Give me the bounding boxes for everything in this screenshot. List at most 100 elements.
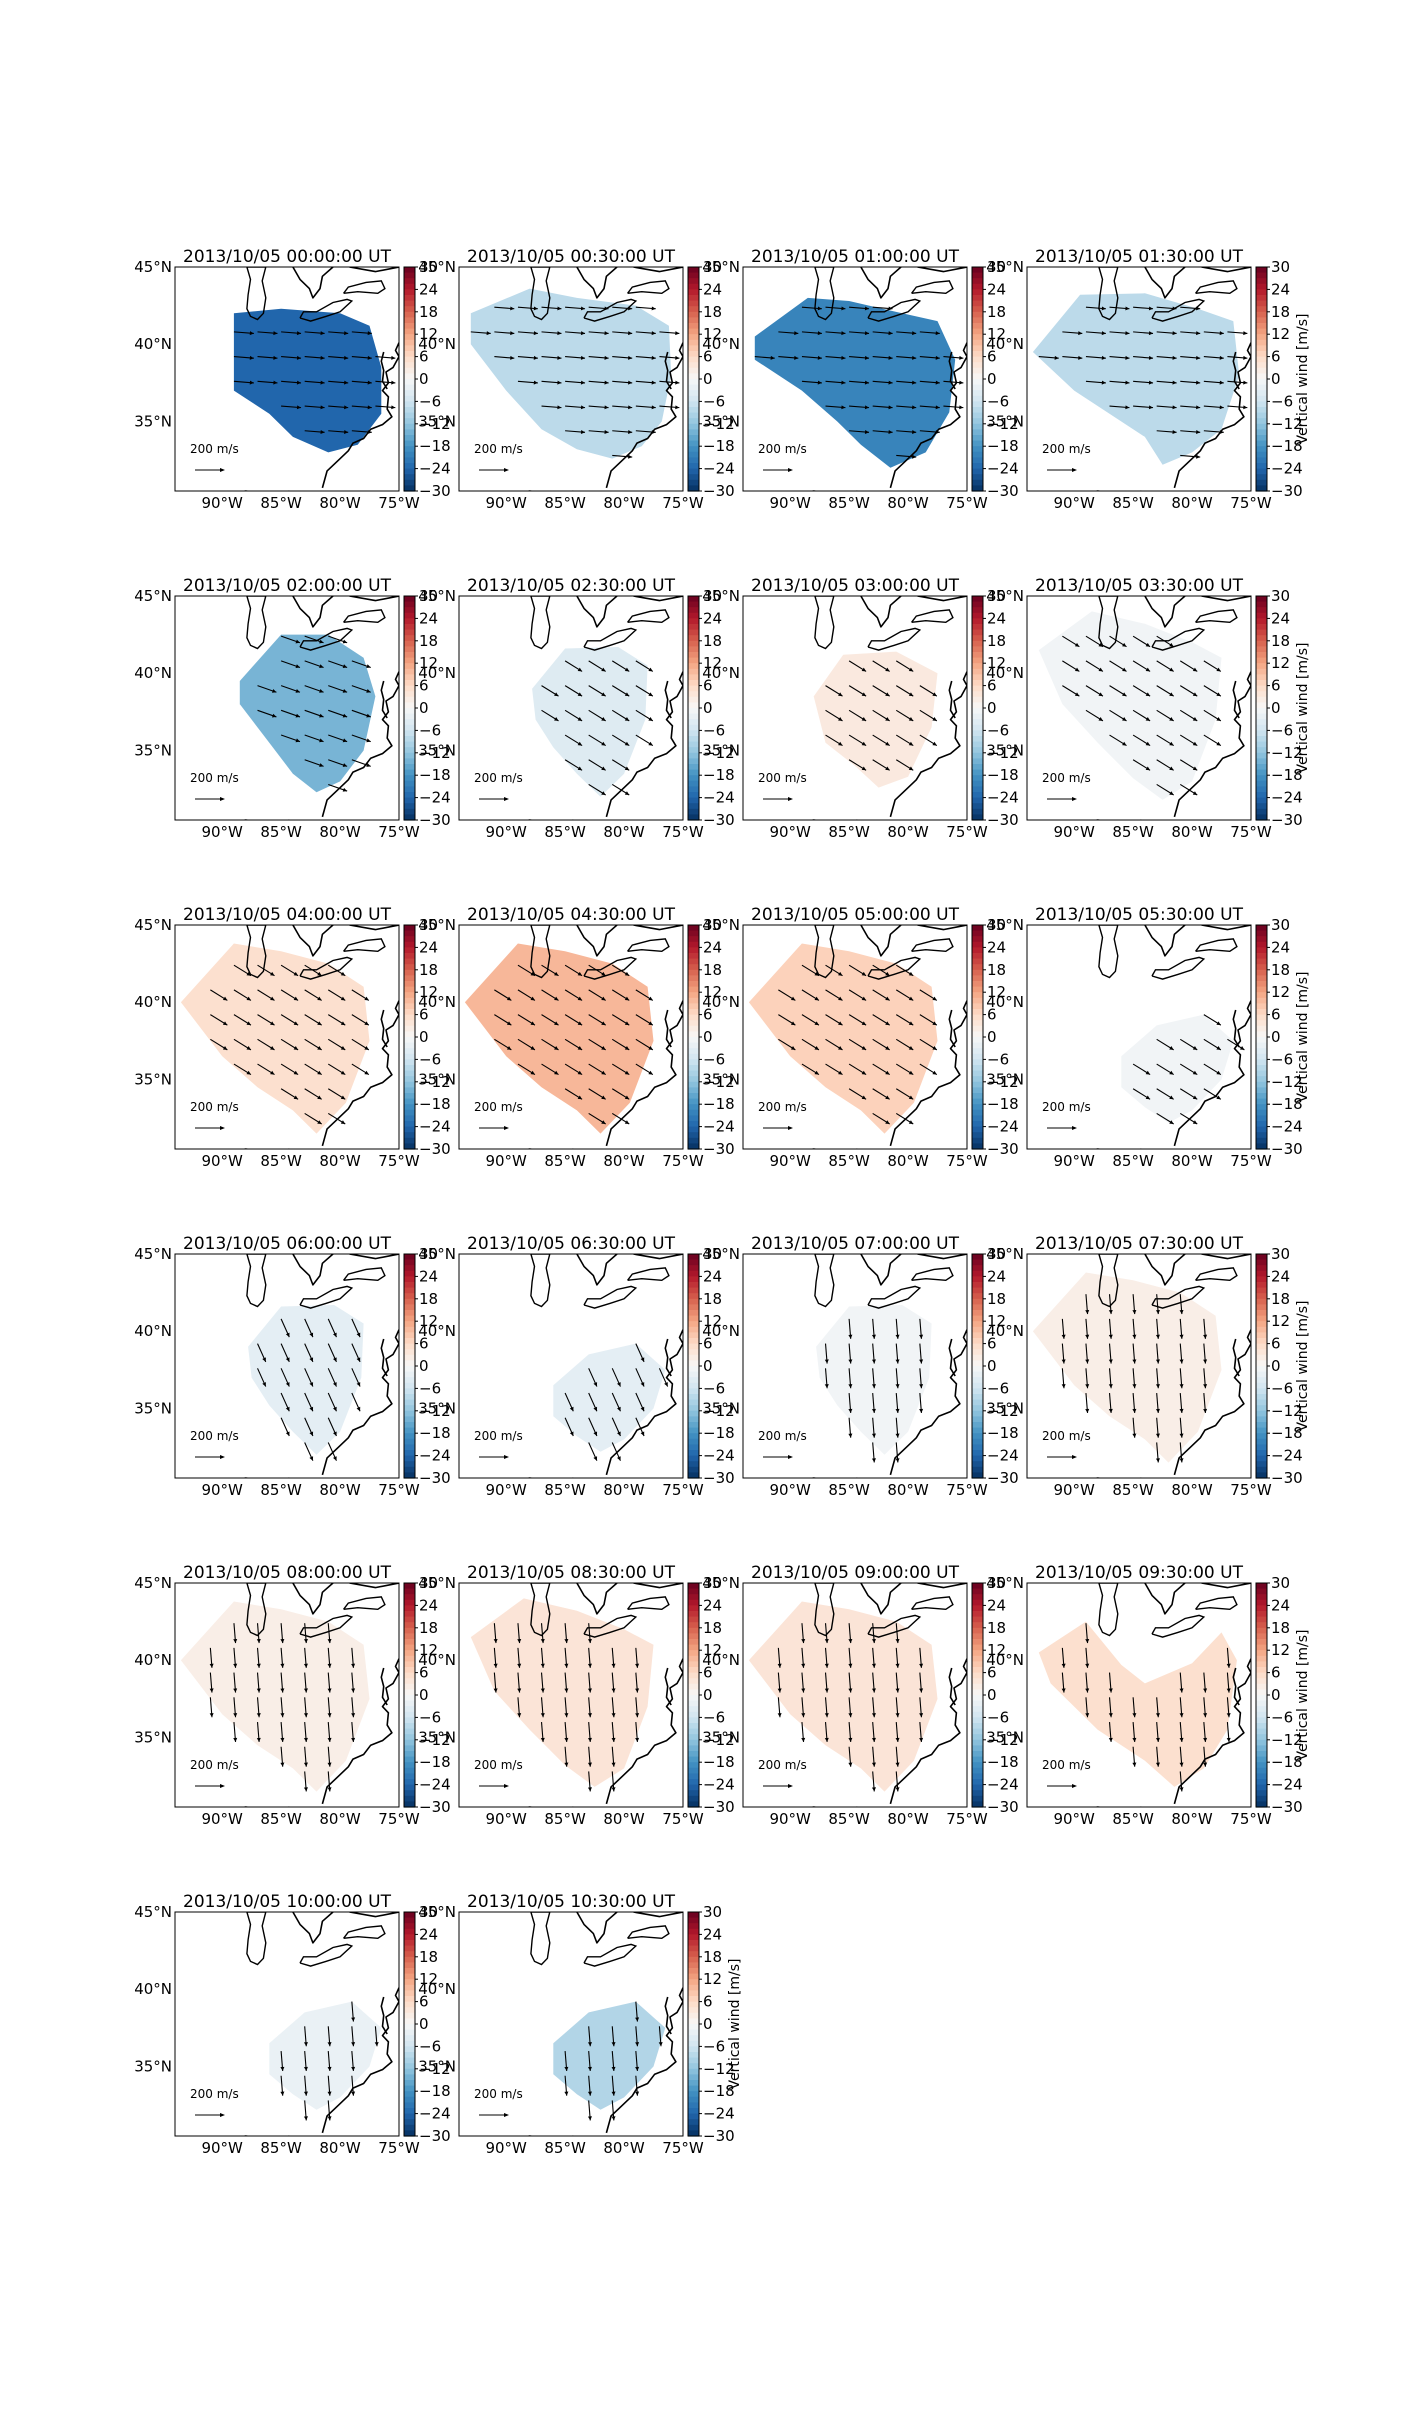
colorbar-segment bbox=[404, 1767, 415, 1774]
colorbar-segment bbox=[688, 1338, 699, 1345]
wind-arrowhead bbox=[908, 971, 914, 976]
wind-arrowhead bbox=[296, 380, 302, 385]
axes-frame bbox=[742, 595, 968, 821]
axes-frame bbox=[174, 266, 400, 492]
colorbar-segment bbox=[404, 1433, 415, 1440]
colorbar-tick-label: 30 bbox=[1271, 587, 1290, 605]
axes-frame bbox=[458, 924, 684, 1150]
colorbar-segment bbox=[688, 2063, 699, 2070]
quiver-key: 200 m/s bbox=[474, 442, 523, 472]
wind-arrowhead bbox=[861, 996, 867, 1001]
x-tick-label: 90°W bbox=[769, 1810, 811, 1828]
wind-arrowhead bbox=[517, 1713, 522, 1718]
wind-arrowhead bbox=[885, 996, 890, 1001]
colorbar-segment bbox=[972, 1472, 983, 1479]
coastline bbox=[948, 1667, 956, 1706]
colorbar-tick-label: 18 bbox=[1271, 632, 1290, 650]
wind-arrowhead bbox=[1155, 1408, 1160, 1413]
colorbar-tick-label: −30 bbox=[419, 811, 451, 829]
quiver-key-label: 200 m/s bbox=[1042, 1758, 1091, 1772]
y-tick-label: 35°N bbox=[986, 412, 1024, 430]
colorbar-segment bbox=[404, 1455, 415, 1462]
lake-outline bbox=[299, 956, 354, 980]
wind-arrowhead bbox=[296, 405, 302, 410]
colorbar-segment bbox=[1256, 1784, 1267, 1791]
wind-arrowhead bbox=[577, 971, 583, 976]
wind-arrowhead bbox=[1122, 717, 1127, 721]
wind-arrowhead bbox=[824, 1713, 829, 1718]
colorbar-tick-label: 6 bbox=[987, 348, 997, 366]
coastline bbox=[664, 1667, 672, 1706]
colorbar-segment bbox=[972, 1109, 983, 1116]
wind-arrowhead bbox=[249, 355, 254, 360]
wind-arrowhead bbox=[1169, 791, 1174, 796]
colorbar-segment bbox=[972, 1695, 983, 1702]
colorbar-tick-label: −18 bbox=[1271, 437, 1303, 455]
colorbar-segment bbox=[688, 2052, 699, 2059]
wind-arrowhead bbox=[593, 1431, 598, 1436]
wind-arrowhead bbox=[838, 971, 843, 976]
colorbar-segment bbox=[404, 2108, 415, 2115]
wind-arrowhead bbox=[554, 717, 559, 721]
wind-arrowhead bbox=[540, 1688, 545, 1693]
coastline bbox=[1232, 1009, 1240, 1048]
colorbar-segment bbox=[972, 769, 983, 776]
colorbar-segment bbox=[688, 1009, 699, 1016]
wind-arrowhead bbox=[530, 1046, 535, 1050]
lake-outline bbox=[530, 925, 551, 979]
wind-arrowhead bbox=[222, 996, 228, 1001]
wind-arrowhead bbox=[871, 1359, 876, 1364]
colorbar-tick-label: 0 bbox=[419, 1686, 429, 1704]
wind-arrowhead bbox=[932, 996, 937, 1001]
wind-arrowhead bbox=[648, 741, 653, 746]
wind-arrowhead bbox=[344, 355, 349, 360]
colorbar-segment bbox=[688, 1706, 699, 1713]
wind-arrowhead bbox=[1226, 1713, 1231, 1718]
wind-arrowhead bbox=[1145, 692, 1151, 697]
colorbar-segment bbox=[688, 278, 699, 285]
wind-arrowhead bbox=[635, 1688, 640, 1693]
wind-arrowhead bbox=[303, 1737, 308, 1742]
wind-arrowhead bbox=[1192, 791, 1198, 796]
colorbar-segment bbox=[404, 306, 415, 313]
colorbar-segment bbox=[404, 1416, 415, 1423]
colorbar-segment bbox=[404, 1461, 415, 1468]
colorbar-tick-label: 0 bbox=[1271, 370, 1281, 388]
colorbar-segment bbox=[1256, 451, 1267, 458]
x-tick-label: 80°W bbox=[603, 1152, 645, 1170]
wind-arrowhead bbox=[628, 331, 633, 336]
colorbar-segment bbox=[688, 1472, 699, 1479]
y-tick-label: 45°N bbox=[702, 258, 740, 276]
colorbar-segment bbox=[404, 997, 415, 1004]
lake-outline bbox=[299, 1943, 354, 1967]
wind-region bbox=[532, 647, 648, 797]
wind-arrowhead bbox=[317, 971, 322, 976]
colorbar-segment bbox=[688, 958, 699, 965]
x-tick-label: 90°W bbox=[1053, 1810, 1095, 1828]
panel-title: 2013/10/05 05:30:00 UT bbox=[1035, 905, 1244, 925]
wind-arrowhead bbox=[919, 1359, 924, 1364]
y-tick-label: 45°N bbox=[134, 1245, 172, 1263]
colorbar-segment bbox=[1256, 1399, 1267, 1406]
wind-arrowhead bbox=[841, 355, 846, 360]
colorbar-segment bbox=[688, 283, 699, 290]
colorbar-segment bbox=[972, 1009, 983, 1016]
colorbar-segment bbox=[688, 1315, 699, 1322]
wind-arrowhead bbox=[611, 1762, 616, 1767]
colorbar-tick-label: 18 bbox=[419, 303, 438, 321]
colorbar-segment bbox=[1256, 1042, 1267, 1049]
colorbar-tick-label: −24 bbox=[703, 1776, 735, 1794]
colorbar-segment bbox=[688, 696, 699, 703]
wind-arrowhead bbox=[601, 791, 606, 796]
colorbar-tick-label: 18 bbox=[703, 1290, 722, 1308]
colorbar-segment bbox=[404, 668, 415, 675]
colorbar-tick-label: 12 bbox=[703, 325, 722, 343]
colorbar-segment bbox=[1256, 418, 1267, 425]
colorbar-segment bbox=[972, 1031, 983, 1038]
wind-arrowhead bbox=[640, 1357, 645, 1362]
colorbar-tick-label: −30 bbox=[987, 1469, 1019, 1487]
wind-arrowhead bbox=[895, 1359, 900, 1364]
lake-outline bbox=[246, 1254, 267, 1308]
colorbar-tick-label: −24 bbox=[1271, 1447, 1303, 1465]
